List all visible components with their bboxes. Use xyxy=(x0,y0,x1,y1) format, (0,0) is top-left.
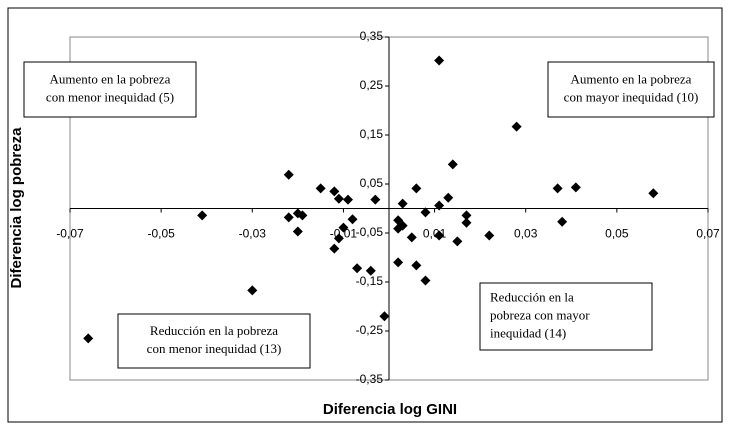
x-tick-label: -0,07 xyxy=(56,227,84,241)
point xyxy=(329,186,340,197)
point xyxy=(379,311,390,322)
point xyxy=(83,333,94,344)
x-tick-label: 0,01 xyxy=(423,227,447,241)
annotation-box xyxy=(23,61,197,118)
point xyxy=(333,193,344,204)
x-tick-label: 0,05 xyxy=(605,227,629,241)
point xyxy=(570,182,581,193)
point xyxy=(342,194,353,205)
point xyxy=(411,260,422,271)
point xyxy=(397,198,408,209)
x-tick-label: -0,03 xyxy=(239,227,267,241)
point xyxy=(370,194,381,205)
y-tick-label: 0,05 xyxy=(360,176,384,190)
point xyxy=(557,216,568,227)
point xyxy=(393,257,404,268)
point xyxy=(511,121,522,132)
annotation-text: Aumento en la pobreza xyxy=(571,71,692,86)
point xyxy=(406,232,417,243)
point xyxy=(283,169,294,180)
point xyxy=(420,275,431,286)
y-tick-label: -0,25 xyxy=(356,323,384,337)
point xyxy=(443,192,454,203)
point xyxy=(434,200,445,211)
point xyxy=(352,263,363,274)
annotation-text: Reducción en la pobreza xyxy=(150,323,278,338)
point xyxy=(397,220,408,231)
point xyxy=(434,230,445,241)
annotation-box xyxy=(479,282,653,351)
annotation-text: Reducción en la xyxy=(490,289,574,304)
point xyxy=(347,214,358,225)
x-axis-title: Diferencia log GINI xyxy=(323,401,457,418)
y-axis-title: Diferencia log pobreza xyxy=(8,127,25,289)
point xyxy=(461,210,472,221)
point xyxy=(283,212,294,223)
x-tick-label: 0,03 xyxy=(514,227,538,241)
point xyxy=(292,226,303,237)
annotation-box xyxy=(117,313,311,369)
annotation-text: pobreza con mayor xyxy=(490,307,590,322)
annotation-text: Aumento en la pobreza xyxy=(50,71,171,86)
point xyxy=(420,207,431,218)
point xyxy=(461,217,472,228)
annotation-text: con mayor inequidad (10) xyxy=(564,89,699,104)
point xyxy=(197,210,208,221)
point xyxy=(247,285,258,296)
y-tick-label: 0,25 xyxy=(360,78,384,92)
x-tick-label: 0,07 xyxy=(696,227,720,241)
annotation-text: con menor inequidad (5) xyxy=(46,89,174,104)
annotation-box xyxy=(547,61,715,118)
point xyxy=(452,236,463,247)
point xyxy=(297,210,308,221)
point xyxy=(484,230,495,241)
y-tick-label: 0,35 xyxy=(360,29,384,43)
point xyxy=(411,183,422,194)
point xyxy=(447,159,458,170)
point xyxy=(648,188,659,199)
point xyxy=(333,233,344,244)
y-tick-label: -0,35 xyxy=(356,372,384,386)
y-tick-label: -0,05 xyxy=(356,225,384,239)
point xyxy=(329,243,340,254)
x-tick-label: -0,05 xyxy=(147,227,175,241)
annotation-text: con menor inequidad (13) xyxy=(147,341,282,356)
point xyxy=(365,265,376,276)
y-tick-label: 0,15 xyxy=(360,127,384,141)
annotation-text: inequidad (14) xyxy=(490,325,566,340)
point xyxy=(434,55,445,66)
y-tick-label: -0,15 xyxy=(356,274,384,288)
point xyxy=(315,183,326,194)
point xyxy=(552,183,563,194)
point xyxy=(338,222,349,233)
